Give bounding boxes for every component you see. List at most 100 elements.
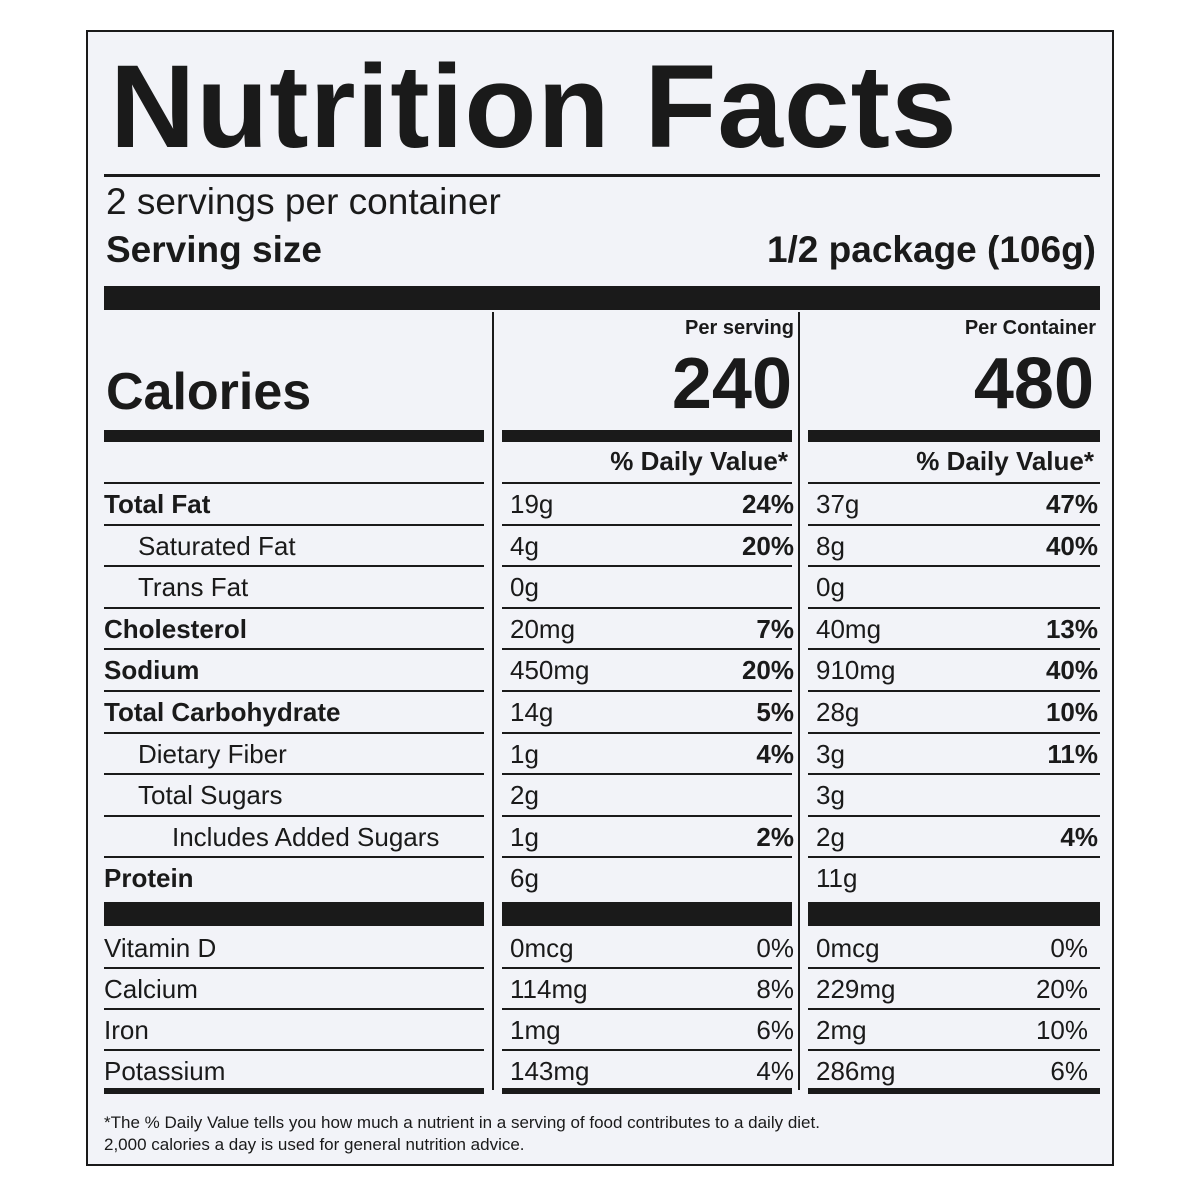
row-rule <box>808 565 1100 568</box>
row-rule <box>502 606 792 609</box>
serving-size-value: 1/2 package (106g) <box>766 229 1096 270</box>
row-rule <box>104 1008 484 1010</box>
nutrient-name: Total Carbohydrate <box>104 697 341 727</box>
serving-amount: 20mg <box>510 613 576 644</box>
vitamin-name: Iron <box>104 1015 149 1045</box>
container-amount: 2mg <box>816 1015 867 1045</box>
table-row: Potassium 143mg 4% 286mg 6% <box>88 1051 1112 1091</box>
row-rule <box>808 967 1100 969</box>
row-rule <box>502 1049 792 1051</box>
label-title: Nutrition Facts <box>110 41 958 173</box>
serving-daily-value: 24% <box>741 489 794 519</box>
row-rule <box>502 523 792 526</box>
footnote-line-2: 2,000 calories a day is used for general… <box>104 1135 525 1154</box>
serving-amount: 19g <box>510 489 554 519</box>
serving-daily-value: 6% <box>756 1015 794 1045</box>
row-rule <box>808 731 1100 734</box>
vitamin-name: Vitamin D <box>104 933 217 963</box>
table-row: Total Sugars 2g 3g <box>88 775 1112 815</box>
thick-rule-vitamins-1 <box>104 902 484 926</box>
serving-amount: 1mg <box>510 1015 561 1045</box>
serving-daily-value: 7% <box>756 613 794 644</box>
container-amount: 37g <box>816 489 860 519</box>
table-row: Total Fat 19g 24% 37g 47% <box>88 484 1112 524</box>
serving-amount: 450mg <box>510 655 590 686</box>
per-container-calories: 480 <box>973 344 1094 424</box>
container-amount: 28g <box>816 697 860 727</box>
row-rule <box>502 814 792 817</box>
nutrient-name: Cholesterol <box>104 613 248 644</box>
serving-daily-value: 5% <box>756 697 794 727</box>
serving-daily-value: 4% <box>756 738 794 769</box>
container-amount: 3g <box>816 738 845 769</box>
serving-amount: 2g <box>510 780 539 811</box>
table-row: Trans Fat 0g 0g <box>88 567 1112 607</box>
row-rule <box>104 482 484 484</box>
container-daily-value: 4% <box>1060 821 1098 852</box>
row-rule <box>808 690 1100 692</box>
row-rule <box>502 773 792 776</box>
row-rule <box>502 690 792 692</box>
serving-amount: 6g <box>510 863 539 894</box>
serving-daily-value: 20% <box>741 655 794 686</box>
row-rule <box>808 856 1100 859</box>
nutrient-name: Saturated Fat <box>138 530 296 561</box>
row-rule <box>808 523 1100 526</box>
container-daily-value: 40% <box>1045 655 1098 686</box>
table-row: Total Carbohydrate 14g 5% 28g 10% <box>88 692 1112 732</box>
row-rule <box>104 1049 484 1051</box>
row-rule <box>104 773 484 776</box>
row-rule <box>104 967 484 969</box>
container-amount: 0mcg <box>816 933 880 963</box>
servings-per-container: 2 servings per container <box>106 181 501 222</box>
table-row: Cholesterol 20mg 7% 40mg 13% <box>88 609 1112 649</box>
column-divider-2 <box>798 312 800 1090</box>
serving-amount: 4g <box>510 530 539 561</box>
container-amount: 0g <box>816 572 845 603</box>
container-amount: 40mg <box>816 613 882 644</box>
nutrient-name: Total Fat <box>104 489 211 519</box>
row-rule <box>502 731 792 734</box>
table-row: Calcium 114mg 8% 229mg 20% <box>88 969 1112 1009</box>
row-rule <box>808 606 1100 609</box>
bottom-rule-3 <box>808 1088 1100 1094</box>
container-daily-value: 13% <box>1045 613 1098 644</box>
thick-rule-vitamins-3 <box>808 902 1100 926</box>
nutrient-name: Trans Fat <box>138 572 249 603</box>
row-rule <box>502 967 792 969</box>
container-daily-value: 40% <box>1045 530 1098 561</box>
container-daily-value: 0% <box>1050 933 1088 963</box>
container-daily-value: 20% <box>1035 974 1088 1004</box>
nutrient-name: Sodium <box>104 655 200 686</box>
row-rule <box>104 731 484 734</box>
row-rule <box>502 482 792 484</box>
thick-rule-vitamins-2 <box>502 902 792 926</box>
table-row: Sodium 450mg 20% 910mg 40% <box>88 650 1112 690</box>
serving-amount: 0g <box>510 572 539 603</box>
container-daily-value: 10% <box>1045 697 1098 727</box>
per-container-header: Per Container <box>964 317 1096 339</box>
per-serving-calories: 240 <box>671 344 792 424</box>
title-rule <box>104 174 1100 177</box>
row-rule <box>808 1049 1100 1051</box>
container-daily-value: 6% <box>1050 1056 1088 1086</box>
row-rule <box>502 565 792 568</box>
serving-daily-value: 2% <box>756 821 794 852</box>
serving-amount: 14g <box>510 697 554 727</box>
serving-amount: 114mg <box>510 974 588 1004</box>
row-rule <box>104 856 484 859</box>
bottom-rule-1 <box>104 1088 484 1094</box>
table-row: Saturated Fat 4g 20% 8g 40% <box>88 526 1112 566</box>
container-amount: 8g <box>816 530 845 561</box>
daily-value-header-serving: % Daily Value* <box>610 446 788 476</box>
serving-amount: 0mcg <box>510 933 574 963</box>
row-rule <box>502 1008 792 1010</box>
thick-rule-top <box>104 286 1100 310</box>
container-amount: 910mg <box>816 655 896 686</box>
serving-amount: 143mg <box>510 1056 590 1086</box>
vitamin-name: Calcium <box>104 974 198 1004</box>
nutrient-name: Protein <box>104 863 194 894</box>
serving-amount: 1g <box>510 821 539 852</box>
calories-rule-1 <box>104 430 484 442</box>
nutrient-name: Dietary Fiber <box>138 738 287 769</box>
